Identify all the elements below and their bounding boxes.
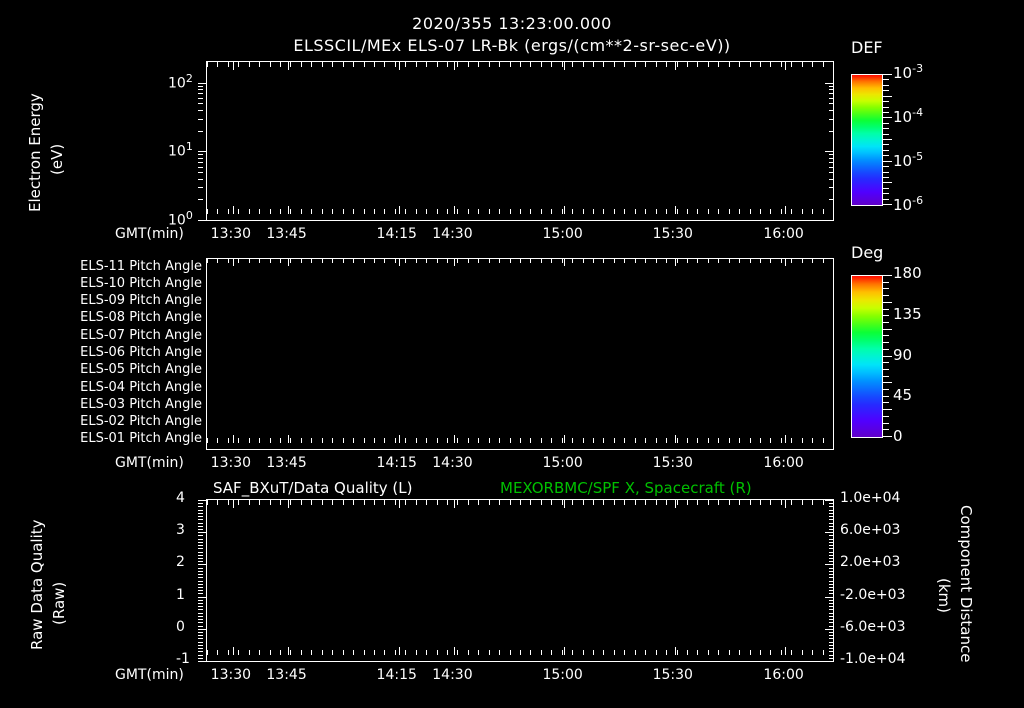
deg-colorbar-label-4: 0 [893,427,903,445]
spectrogram-xtick-label-4: 15:00 [542,226,583,242]
bottom-ytick-left-0: 4 [176,490,185,506]
spectrogram-xtick-label-6: 16:00 [763,226,804,242]
pitch-xtick-label-2: 14:15 [376,455,417,471]
deg-colorbar-title: Deg [851,243,884,262]
bottom-xtick-label-0: 13:30 [210,667,252,683]
bottom-ytick-left-4: 0 [176,618,185,635]
bottom-xtick-label-6: 16:00 [763,667,804,683]
spectrogram-ytick-2: 102 [168,71,193,92]
bottom-xtick-label-5: 15:30 [652,667,693,683]
deg-colorbar-label-2: 90 [893,345,913,364]
bottom-ytick-right-4: -6.0e+03 [840,618,906,635]
plot-title-timestamp: 2020/355 13:23:00.000 [412,14,612,33]
bottom-xtick-label-4: 15:00 [542,667,583,683]
pitch-xtick-marks-bottom [207,435,834,450]
pitch-xtick-label-6: 16:00 [763,455,804,471]
bottom-ytick-left-1: 3 [176,522,185,539]
deg-colorbar [851,275,892,438]
bottom-xtick-label-1: 13:45 [266,667,307,683]
spectrogram-ytick-1: 101 [168,140,193,160]
spectrogram-xtick-marks-bottom [207,206,834,221]
pitch-xtick-marks-top [207,258,834,266]
pitch-angle-image [213,259,833,449]
deg-colorbar-label-0: 180 [893,264,922,282]
bottom-panel [207,500,833,661]
def-colorbar-title: DEF [851,38,883,57]
pitch-xtick-label-0: 13:30 [210,455,252,471]
def-colorbar-label-1: 10-4 [893,106,924,126]
spectrogram-ytick-0: 100 [168,209,193,229]
pitch-xtick-label-1: 13:45 [266,455,307,471]
bottom-xtick-label-3: 14:30 [432,667,473,683]
deg-colorbar-label-1: 135 [893,304,922,323]
spectrogram-ylabel: Electron Energy [26,93,44,212]
bottom-ytick-left-5: -1 [176,651,190,667]
def-colorbar-label-0: 10-3 [893,62,924,82]
bottom-xaxis-label: GMT(min) [115,667,184,683]
bottom-ylabel-right-units: (km) [935,578,953,614]
bottom-ytick-right-0: 1.0e+04 [840,490,901,506]
bottom-ytick-marks-left [198,500,207,662]
plot-title-dataset: ELSSCIL/MEx ELS-07 LR-Bk (ergs/(cm**2-sr… [293,36,731,55]
bottom-traces [207,564,833,630]
bottom-ylabel-left: Raw Data Quality [28,519,46,650]
pitch-xtick-label-5: 15:30 [652,455,693,471]
bottom-ytick-left-2: 2 [176,554,185,571]
spectrogram-xaxis-label: GMT(min) [115,226,184,242]
bottom-ytick-marks-right [825,500,834,662]
bottom-ylabel-right: Component Distance [957,505,975,663]
def-colorbar-label-3: 10-6 [893,194,924,214]
spectrogram-xtick-marks-top [207,62,834,70]
bottom-ytick-right-2: 2.0e+03 [840,554,901,571]
pitch-xtick-label-3: 14:30 [432,455,473,471]
bottom-ytick-right-3: -2.0e+03 [840,586,906,603]
bottom-xtick-marks-top [207,500,834,508]
spectrogram-image [207,62,833,220]
bottom-legend-left: SAF_BXuT/Data Quality (L) [213,479,413,497]
def-colorbar-label-2: 10-5 [893,150,924,170]
spectrogram-xtick-label-3: 14:30 [432,226,473,242]
bottom-ytick-right-5: -1.0e+04 [840,651,906,667]
spectrogram-xtick-label-1: 13:45 [266,226,307,242]
def-colorbar [851,74,892,206]
spectrogram-xtick-label-2: 14:15 [376,226,417,242]
spectrogram-xtick-label-5: 15:30 [652,226,693,242]
spectrogram-xtick-label-0: 13:30 [210,226,252,242]
spectrogram-ylabel-units: (eV) [48,143,66,175]
spectrogram-ytick-marks-left [198,62,207,221]
bottom-xtick-marks-bottom [207,647,834,662]
bottom-ylabel-left-units: (Raw) [50,581,68,625]
spectrogram-ytick-marks-right [825,62,834,221]
pitch-angle-panel [213,259,833,449]
bottom-ytick-left-3: 1 [176,586,185,603]
bottom-legend-right: MEXORBMC/SPF X, Spacecraft (R) [500,479,752,497]
spectrogram-panel [207,62,833,220]
bottom-xtick-label-2: 14:15 [376,667,417,683]
pitch-xaxis-label: GMT(min) [115,455,184,471]
pitch-xtick-label-4: 15:00 [542,455,583,471]
deg-colorbar-label-3: 45 [893,386,913,405]
bottom-ytick-right-1: 6.0e+03 [840,522,901,539]
